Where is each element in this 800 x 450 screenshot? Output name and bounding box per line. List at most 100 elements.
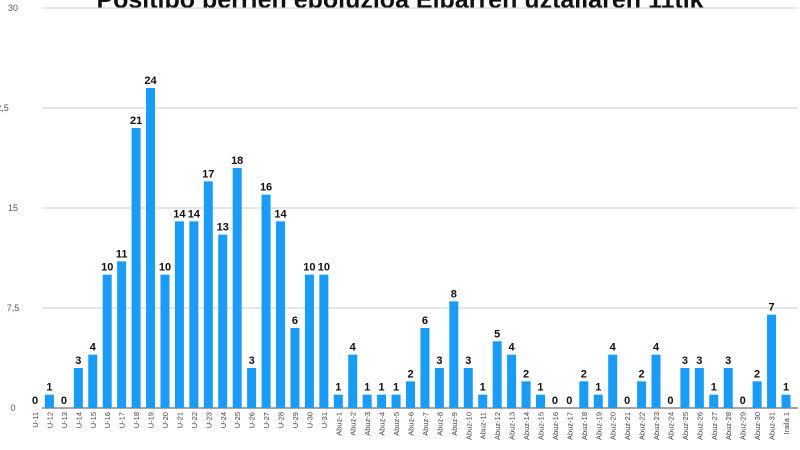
x-tick-label: Abuz-12 bbox=[493, 412, 502, 440]
data-label: 4 bbox=[653, 342, 660, 354]
x-tick-label: U-29 bbox=[291, 412, 300, 428]
x-tick-label: U-22 bbox=[190, 412, 199, 428]
bar bbox=[276, 221, 286, 408]
bar bbox=[781, 394, 791, 408]
data-label: 3 bbox=[249, 355, 255, 367]
x-tick-label: Abuz-24 bbox=[666, 412, 675, 440]
y-tick-label: 7,5 bbox=[7, 303, 20, 313]
bar bbox=[767, 314, 777, 408]
data-label: 1 bbox=[335, 382, 341, 394]
data-label: 4 bbox=[509, 342, 516, 354]
x-tick-label: Abuz-27 bbox=[710, 412, 719, 440]
bar bbox=[449, 301, 459, 408]
bar bbox=[348, 354, 358, 408]
data-label: 10 bbox=[318, 262, 330, 274]
data-label: 2 bbox=[523, 368, 529, 380]
bar bbox=[261, 194, 271, 408]
x-tick-label: Abuz-22 bbox=[638, 412, 647, 440]
x-tick-label: U-31 bbox=[320, 412, 329, 428]
y-tick-label: 0 bbox=[10, 403, 15, 413]
y-tick-label: 15 bbox=[8, 203, 18, 213]
data-label: 3 bbox=[725, 355, 731, 367]
x-tick-label: U-15 bbox=[89, 412, 98, 428]
bar bbox=[117, 261, 127, 408]
x-tick-label: Abuz-3 bbox=[363, 412, 372, 436]
x-tick-label: Abuz-16 bbox=[551, 412, 560, 440]
data-label: 1 bbox=[364, 382, 370, 394]
data-label: 2 bbox=[754, 368, 760, 380]
bar bbox=[420, 328, 430, 408]
bar bbox=[189, 221, 199, 408]
x-tick-label: U-24 bbox=[219, 412, 228, 428]
data-label: 16 bbox=[260, 182, 272, 194]
x-tick-label: U-18 bbox=[132, 412, 141, 428]
data-label: 14 bbox=[173, 208, 186, 220]
data-label: 10 bbox=[159, 262, 171, 274]
data-label: 1 bbox=[393, 382, 399, 394]
bar bbox=[680, 368, 690, 408]
bar bbox=[535, 394, 545, 408]
x-tick-label: Abuz-9 bbox=[450, 412, 459, 436]
bar bbox=[694, 368, 704, 408]
bar bbox=[723, 368, 733, 408]
bar bbox=[651, 354, 661, 408]
x-tick-label: Abuz-21 bbox=[623, 412, 632, 440]
y-tick-label: 30 bbox=[8, 3, 18, 13]
x-tick-label: U-14 bbox=[74, 412, 83, 428]
y-tick-label: 22,5 bbox=[0, 103, 9, 113]
x-tick-label: U-16 bbox=[103, 412, 112, 428]
data-label: 0 bbox=[740, 395, 746, 407]
x-tick-label: U-20 bbox=[161, 412, 170, 428]
bar bbox=[88, 354, 98, 408]
bar bbox=[319, 274, 329, 408]
bar bbox=[391, 394, 401, 408]
data-label: 14 bbox=[188, 208, 201, 220]
x-tick-label: Abuz-15 bbox=[536, 412, 545, 440]
data-label: 3 bbox=[465, 355, 471, 367]
data-label: 1 bbox=[711, 382, 717, 394]
bar bbox=[478, 394, 488, 408]
bar bbox=[434, 368, 444, 408]
bar bbox=[637, 381, 647, 408]
x-tick-label: U-21 bbox=[175, 412, 184, 428]
bar bbox=[174, 221, 184, 408]
x-tick-label: Abuz-17 bbox=[565, 412, 574, 440]
x-tick-label: U-26 bbox=[248, 412, 257, 428]
bar bbox=[146, 88, 156, 408]
data-label: 7 bbox=[768, 302, 774, 314]
x-tick-label: U-19 bbox=[147, 412, 156, 428]
x-tick-label: Abuz-31 bbox=[768, 412, 777, 440]
bar bbox=[709, 394, 719, 408]
x-tick-label: U-13 bbox=[60, 412, 69, 428]
x-tick-label: Abuz-1 bbox=[334, 412, 343, 436]
data-label: 5 bbox=[494, 328, 500, 340]
x-tick-label: Abuz-4 bbox=[378, 412, 387, 436]
bar bbox=[362, 394, 372, 408]
data-label: 1 bbox=[379, 382, 385, 394]
x-tick-label: Abuz-10 bbox=[464, 412, 473, 440]
data-label: 13 bbox=[217, 222, 229, 234]
x-tick-label: U-28 bbox=[277, 412, 286, 428]
data-label: 11 bbox=[116, 248, 128, 260]
data-label: 10 bbox=[101, 262, 113, 274]
data-label: 10 bbox=[303, 262, 315, 274]
bar bbox=[593, 394, 603, 408]
bar bbox=[492, 341, 502, 408]
x-tick-label: Abuz-6 bbox=[407, 412, 416, 436]
bar bbox=[377, 394, 387, 408]
x-tick-label: Abuz-25 bbox=[681, 412, 690, 440]
data-label: 1 bbox=[595, 382, 601, 394]
data-label: 2 bbox=[581, 368, 587, 380]
data-label: 6 bbox=[292, 315, 298, 327]
data-label: 2 bbox=[639, 368, 645, 380]
data-label: 3 bbox=[696, 355, 702, 367]
data-label: 1 bbox=[783, 382, 789, 394]
data-label: 1 bbox=[46, 382, 52, 394]
x-tick-label: Abuz-23 bbox=[652, 412, 661, 440]
data-label: 4 bbox=[90, 342, 97, 354]
bar bbox=[247, 368, 257, 408]
data-label: 1 bbox=[480, 382, 486, 394]
data-label: 2 bbox=[407, 368, 413, 380]
data-label: 4 bbox=[610, 342, 617, 354]
x-tick-label: U-12 bbox=[45, 412, 54, 428]
